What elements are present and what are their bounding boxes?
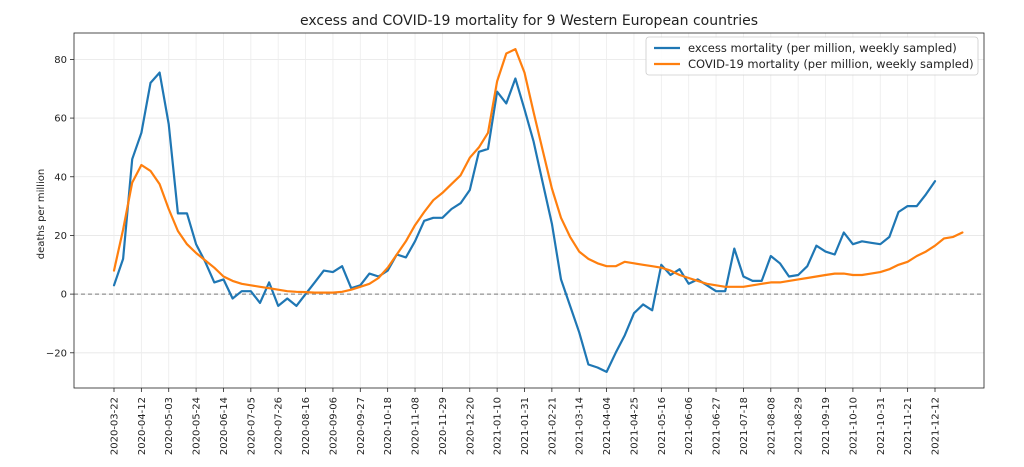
x-tick-label: 2020-11-08 <box>411 397 422 455</box>
series-line-excess-mortality <box>112 71 937 373</box>
y-tick-label: 0 <box>61 290 67 301</box>
x-tick-label: 2020-09-27 <box>356 397 367 455</box>
legend-box <box>645 36 979 76</box>
x-tick-label: 2020-11-29 <box>438 397 449 455</box>
series-line-covid-mortality <box>112 47 964 294</box>
x-tick-label: 2021-02-21 <box>547 397 558 455</box>
x-tick-label: 2021-09-19 <box>821 397 832 455</box>
x-tick-label: 2021-08-08 <box>766 397 777 455</box>
y-tick-label: 60 <box>54 114 67 125</box>
x-tick-label: 2020-12-20 <box>465 397 476 455</box>
x-tick-label: 2021-07-18 <box>739 397 750 455</box>
legend-label: excess mortality (per million, weekly sa… <box>688 41 957 55</box>
plot-frame <box>73 32 985 389</box>
chart-title: excess and COVID-19 mortality for 9 West… <box>300 13 758 29</box>
x-tick-label: 2021-05-16 <box>657 397 668 455</box>
x-tick-label: 2020-09-06 <box>328 397 339 455</box>
x-tick-label: 2020-07-05 <box>246 397 257 455</box>
legend: excess mortality (per million, weekly sa… <box>645 36 979 76</box>
y-tick-label: −20 <box>46 348 67 359</box>
x-tick-label: 2021-10-10 <box>848 397 859 455</box>
x-tick-label: 2021-08-29 <box>794 397 805 455</box>
y-axis: −20 0 20 40 60 80 <box>46 55 74 359</box>
x-tick-label: 2021-10-31 <box>876 397 887 455</box>
x-tick-label: 2021-11-21 <box>903 397 914 455</box>
grid <box>74 33 984 388</box>
x-tick-label: 2021-03-14 <box>575 397 586 455</box>
legend-label: COVID-19 mortality (per million, weekly … <box>688 57 974 71</box>
series-group <box>112 47 964 373</box>
y-tick-label: 20 <box>54 231 67 242</box>
x-tick-label: 2021-04-25 <box>629 397 640 455</box>
x-tick-label: 2021-01-10 <box>493 397 504 455</box>
y-tick-label: 40 <box>54 172 67 183</box>
x-tick-label: 2021-01-31 <box>520 397 531 455</box>
x-tick-label: 2020-05-24 <box>192 397 203 455</box>
x-tick-label: 2021-04-04 <box>602 397 613 455</box>
x-axis: 2020-03-22 2020-04-12 2020-05-03 2020-05-24… <box>110 388 942 455</box>
x-tick-label: 2021-12-12 <box>931 397 942 455</box>
y-tick-label: 80 <box>54 55 67 66</box>
x-tick-label: 2020-04-12 <box>137 397 148 455</box>
x-tick-label: 2020-10-18 <box>383 397 394 455</box>
x-tick-label: 2020-08-16 <box>301 397 312 455</box>
x-tick-label: 2020-03-22 <box>110 397 121 455</box>
x-tick-label: 2020-07-26 <box>274 397 285 455</box>
x-tick-label: 2021-06-27 <box>712 397 723 455</box>
y-axis-label: deaths per million <box>36 169 47 259</box>
x-tick-label: 2020-05-03 <box>164 397 175 455</box>
x-tick-label: 2021-06-06 <box>684 397 695 455</box>
x-tick-label: 2020-06-14 <box>219 397 230 455</box>
